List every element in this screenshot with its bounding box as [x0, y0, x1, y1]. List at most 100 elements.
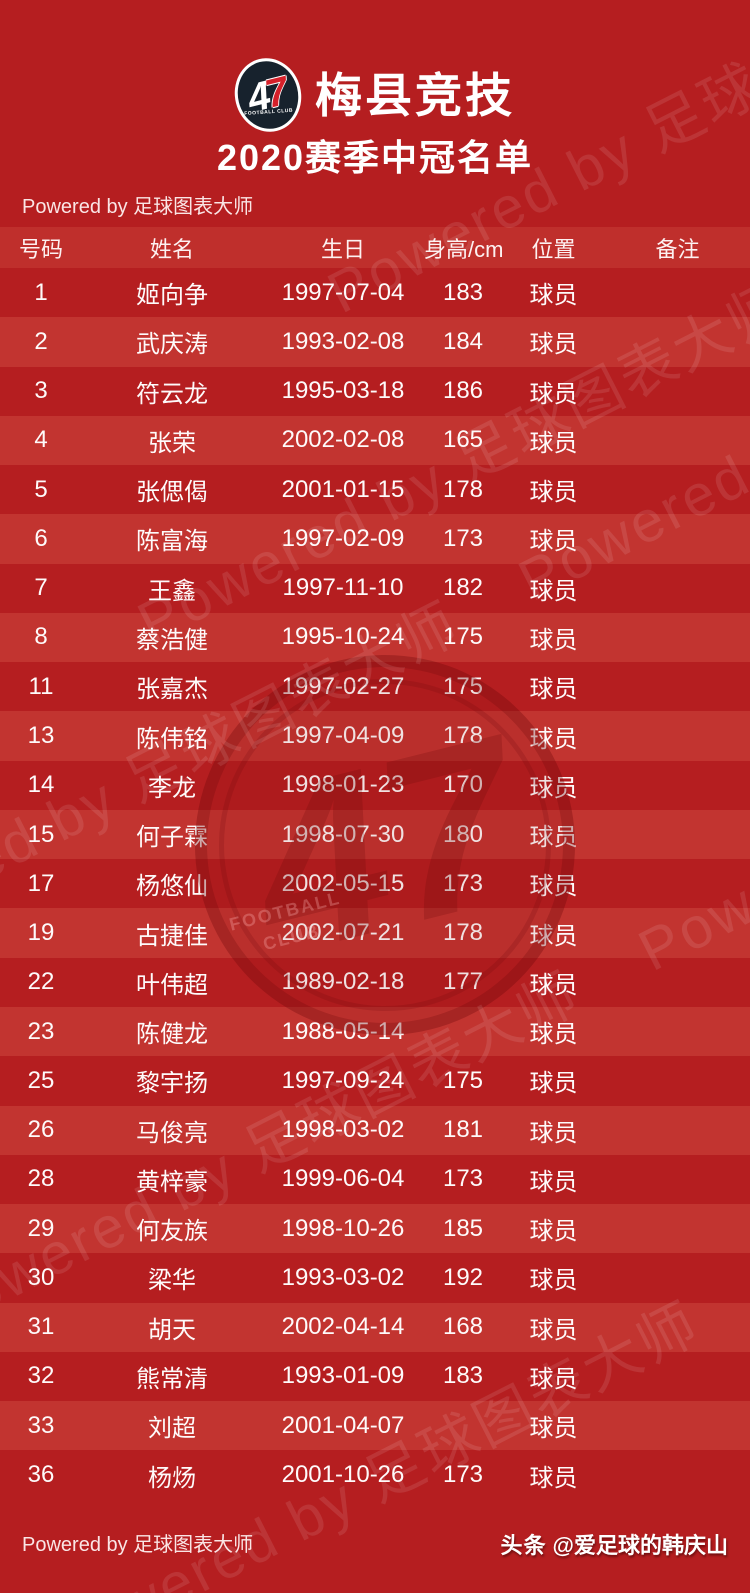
cell-name: 叶伟超: [136, 971, 208, 999]
cell-birthday: 1997-07-04: [281, 278, 405, 306]
cell-position: 球员: [529, 429, 578, 457]
cell-number: 29: [27, 1214, 55, 1242]
table-row: 1 姬向争 1997-07-04 183 球员: [0, 268, 750, 318]
cell-height: 181: [442, 1116, 484, 1144]
cell-position: 球员: [529, 1365, 578, 1393]
cell-name: 熊常清: [136, 1365, 208, 1393]
cell-birthday: 1998-07-30: [281, 820, 405, 848]
cell-name: 何友族: [136, 1218, 208, 1246]
cell-number: 3: [34, 377, 48, 405]
credit-handle: @爱足球的韩庆山: [552, 1532, 728, 1558]
cell-number: 1: [34, 278, 48, 306]
table-row: 14 李龙 1998-01-23 170 球员: [0, 760, 750, 810]
cell-birthday: 1999-06-04: [281, 1165, 405, 1193]
cell-position: 球员: [529, 1168, 578, 1196]
cell-height: 178: [442, 919, 484, 947]
cell-height: 175: [442, 1066, 484, 1094]
cell-number: 2: [34, 327, 48, 355]
cell-birthday: 2001-04-07: [281, 1411, 405, 1439]
cell-name: 王鑫: [148, 577, 196, 605]
cell-position: 球员: [529, 873, 578, 901]
table-row: 8 蔡浩健 1995-10-24 175 球员: [0, 612, 750, 663]
table-row: 4 张荣 2002-02-08 165 球员: [0, 415, 750, 466]
cell-birthday: 1995-03-18: [281, 377, 405, 405]
cell-number: 4: [34, 426, 48, 454]
table-row: 3 符云龙 1995-03-18 186 球员: [0, 366, 750, 416]
cell-birthday: 1995-10-24: [281, 623, 405, 651]
cell-name: 符云龙: [136, 380, 208, 408]
table-row: 29 何友族 1998-10-26 185 球员: [0, 1204, 750, 1254]
table-row: 31 胡天 2002-04-14 168 球员: [0, 1302, 750, 1352]
header-cell: 号码: [18, 236, 63, 262]
cell-name: 李龙: [148, 774, 196, 802]
header-title-row: 4 7 FOOTBALL CLUB 梅县竞技: [0, 51, 750, 139]
table-row: 23 陈健龙 1988-05-14 球员: [0, 1006, 750, 1057]
cell-number: 11: [28, 672, 54, 700]
cell-name: 梁华: [148, 1267, 196, 1295]
cell-number: 17: [27, 869, 55, 897]
cell-name: 张嘉杰: [136, 676, 208, 704]
cell-number: 30: [27, 1263, 55, 1291]
cell-height: 170: [442, 771, 484, 799]
table-row: 30 梁华 1993-03-02 192 球员: [0, 1253, 750, 1303]
cell-number: 5: [34, 475, 48, 503]
table-row: 17 杨悠仙 2002-05-15 173 球员: [0, 859, 750, 909]
cell-birthday: 1997-02-09: [281, 524, 405, 552]
cell-birthday: 2001-01-15: [281, 475, 405, 503]
cell-birthday: 2002-02-08: [281, 426, 405, 454]
table-row: 11 张嘉杰 1997-02-27 175 球员: [0, 662, 750, 712]
cell-height: 168: [442, 1313, 484, 1341]
cell-name: 蔡浩健: [136, 626, 208, 654]
cell-position: 球员: [529, 922, 578, 950]
cell-height: 177: [442, 968, 484, 996]
cell-number: 25: [27, 1066, 55, 1094]
cell-position: 球员: [529, 282, 578, 310]
cell-position: 球员: [529, 1119, 578, 1147]
cell-height: 183: [442, 278, 484, 306]
table-row: 2 武庆涛 1993-02-08 184 球员: [0, 317, 750, 367]
cell-position: 球员: [529, 676, 578, 704]
footer-powered-by: Powered by 足球图表大师: [22, 1533, 254, 1556]
header-cell: 备注: [655, 236, 700, 262]
page-subtitle: 2020赛季中冠名单: [216, 137, 534, 178]
cell-name: 姬向争: [136, 282, 208, 310]
cell-number: 23: [27, 1017, 55, 1045]
cell-position: 球员: [529, 577, 578, 605]
cell-height: 175: [442, 623, 484, 651]
toutiao-badge: 头条: [500, 1532, 547, 1558]
cell-birthday: 1989-02-18: [281, 968, 405, 996]
footer: Powered by 足球图表大师 头条 @爱足球的韩庆山: [0, 1500, 750, 1593]
cell-number: 28: [27, 1165, 55, 1193]
club-logo: 4 7 FOOTBALL CLUB: [227, 51, 309, 139]
cell-name: 马俊亮: [136, 1119, 208, 1147]
cell-position: 球员: [529, 1218, 578, 1246]
cell-height: 173: [442, 1165, 484, 1193]
header-cell: 身高/cm: [424, 236, 504, 262]
cell-height: 186: [442, 377, 484, 405]
cell-name: 杨炀: [148, 1464, 196, 1492]
header-cell: 位置: [531, 236, 576, 262]
cell-name: 陈健龙: [136, 1021, 208, 1049]
cell-name: 陈富海: [136, 528, 208, 556]
cell-birthday: 1997-11-10: [282, 574, 404, 602]
cell-position: 球员: [529, 479, 578, 507]
cell-number: 22: [27, 968, 55, 996]
cell-birthday: 1993-01-09: [281, 1362, 405, 1390]
powered-by-top: Powered by 足球图表大师: [22, 196, 254, 218]
cell-number: 31: [27, 1313, 55, 1341]
cell-name: 张偲偈: [136, 479, 208, 507]
cell-height: 175: [442, 672, 484, 700]
cell-number: 36: [27, 1461, 55, 1488]
cell-name: 杨悠仙: [136, 873, 208, 901]
cell-position: 球员: [529, 626, 578, 654]
table-row: 7 王鑫 1997-11-10 182 球员: [0, 563, 750, 613]
cell-height: 173: [442, 524, 484, 552]
table-row: 5 张偲偈 2001-01-15 178 球员: [0, 465, 750, 515]
cell-height: 183: [442, 1362, 484, 1390]
cell-birthday: 1998-01-23: [281, 771, 405, 799]
cell-height: 184: [442, 327, 484, 355]
roster-table-body: 1 姬向争 1997-07-04 183 球员 2 武庆涛 1993-02-08 184 球员 3 符…: [0, 268, 750, 1500]
table-row: 26 马俊亮 1998-03-02 181 球员: [0, 1105, 750, 1155]
table-row: 25 黎宇扬 1997-09-24 175 球员: [0, 1056, 750, 1106]
cell-birthday: 1988-05-14: [281, 1017, 405, 1045]
